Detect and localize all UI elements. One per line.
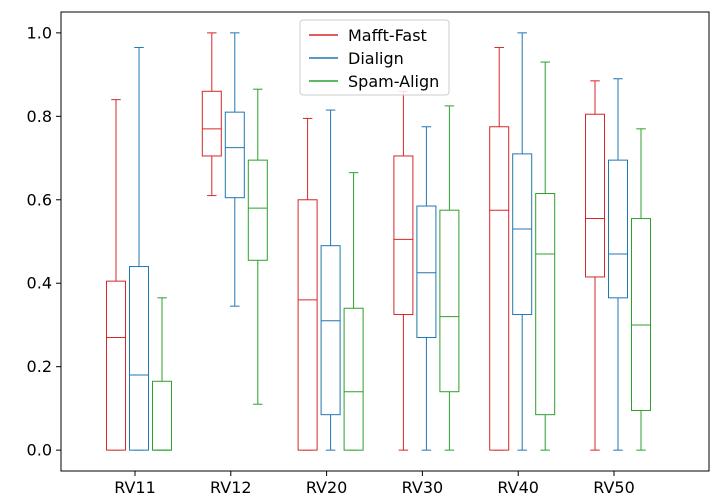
legend-label: Spam-Align [348, 72, 439, 91]
iqr-box [416, 205, 437, 338]
iqr-box [489, 126, 510, 451]
y-tick-label: 0.0 [27, 441, 52, 460]
iqr-box [535, 193, 556, 416]
iqr-box [585, 113, 605, 278]
iqr-box [201, 90, 222, 157]
x-tick-label: RV12 [210, 478, 252, 497]
box-dialign-rv30 [416, 126, 437, 451]
legend-label: Mafft-Fast [348, 26, 427, 45]
iqr-box [152, 380, 172, 451]
y-tick-label: 1.0 [27, 23, 52, 42]
box-dialign-rv11 [129, 46, 149, 451]
y-tick-label: 0.2 [27, 357, 52, 376]
x-tick-label: RV20 [306, 478, 348, 497]
iqr-box [343, 307, 364, 451]
x-tick-label: RV11 [114, 478, 156, 497]
box-spam-align-rv30 [439, 105, 460, 451]
box-mafft-fast-rv20 [297, 117, 318, 451]
iqr-box [320, 245, 341, 416]
legend-label: Dialign [348, 49, 404, 68]
legend-box [299, 19, 450, 96]
box-dialign-rv40 [512, 32, 533, 451]
legend: Mafft-Fast Dialign Spam-Align [299, 19, 450, 96]
box-mafft-fast-rv50 [585, 80, 605, 451]
box-dialign-rv50 [608, 78, 628, 451]
y-tick-label: 0.6 [27, 190, 52, 209]
iqr-box [393, 155, 414, 316]
y-tick-label: 0.4 [27, 274, 52, 293]
y-tick-label: 0.8 [27, 107, 52, 126]
plot-frame [60, 11, 710, 472]
x-tick-label: RV40 [497, 478, 539, 497]
iqr-box [297, 199, 318, 451]
box-dialign-rv20 [320, 109, 341, 451]
box-mafft-fast-rv30 [393, 90, 414, 451]
iqr-box [129, 266, 149, 451]
x-tick-label: RV50 [593, 478, 635, 497]
box-spam-align-rv11 [152, 297, 172, 451]
iqr-box [247, 159, 268, 261]
box-spam-align-rv20 [343, 172, 364, 451]
iqr-box [106, 280, 126, 451]
x-tick-label: RV30 [402, 478, 444, 497]
box-spam-align-rv40 [535, 61, 556, 451]
box-mafft-fast-rv12 [201, 32, 222, 197]
box-dialign-rv12 [224, 32, 245, 307]
iqr-box [224, 111, 245, 199]
iqr-box [512, 153, 533, 316]
box-mafft-fast-rv40 [489, 46, 510, 451]
box-spam-align-rv50 [631, 128, 651, 451]
iqr-box [439, 209, 460, 393]
iqr-box [631, 218, 651, 411]
box-spam-align-rv12 [247, 88, 268, 405]
iqr-box [608, 159, 628, 299]
box-mafft-fast-rv11 [106, 99, 126, 451]
